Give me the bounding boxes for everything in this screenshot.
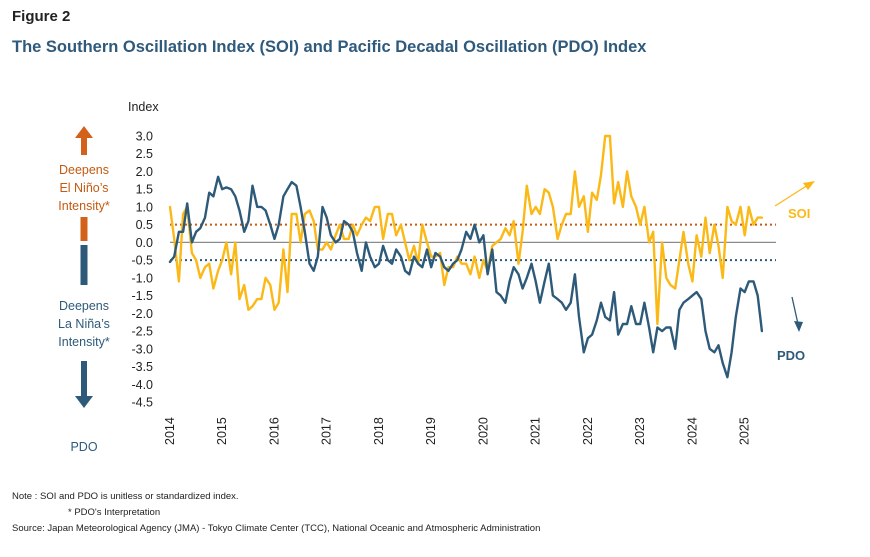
x-tick-label: 2017 <box>320 417 334 445</box>
y-tick-label: -3.0 <box>131 342 153 356</box>
el-nino-label-line2: El Niño’s <box>59 181 109 195</box>
note-line-1: Note : SOI and PDO is unitless or standa… <box>12 491 239 502</box>
soi-series-line <box>168 134 764 326</box>
la-nina-label-line1: Deepens <box>58 299 110 313</box>
chart-canvas: Index 3.0 2.5 2.0 1.5 1.0 0.5 0.0 -0.5 -1.0 -1.5 -… <box>75 100 815 445</box>
pdo-series-label: PDO <box>777 348 805 363</box>
el-nino-label: Deepens El Niño’s Intensity* <box>36 161 132 215</box>
x-tick-label: 2014 <box>163 417 177 445</box>
y-tick-label: 0.0 <box>136 236 153 250</box>
note-line-2: * PDO's Interpretation <box>68 507 161 518</box>
x-tick-label: 2023 <box>633 417 647 445</box>
x-tick-label: 2022 <box>581 417 595 445</box>
pdo-side-label: PDO <box>70 440 98 454</box>
y-tick-label: -4.5 <box>131 396 153 410</box>
la-nina-label-line2: La Niña’s <box>58 317 110 331</box>
y-tick-label: -3.5 <box>131 360 153 374</box>
y-tick-label: -4.0 <box>131 378 153 392</box>
pdo-annotation-arrow <box>791 296 799 325</box>
y-axis-ticks: 3.0 2.5 2.0 1.5 1.0 0.5 0.0 -0.5 -1.0 -1.5 -2.0 -2.… <box>131 130 153 410</box>
x-tick-label: 2025 <box>738 417 752 445</box>
y-tick-label: -2.5 <box>131 325 153 339</box>
y-tick-label: 1.5 <box>136 183 153 197</box>
x-tick-label: 2024 <box>685 417 699 445</box>
x-axis-ticks: 2014 2015 2016 2017 2018 2019 2020 2021 2022 2023… <box>163 417 752 445</box>
x-tick-label: 2016 <box>267 417 281 445</box>
figure-label: Figure 2 <box>12 8 71 25</box>
y-tick-label: 2.0 <box>136 165 153 179</box>
la-nina-label-line3: Intensity* <box>58 335 110 349</box>
la-nina-label: Deepens La Niña’s Intensity* <box>36 297 132 351</box>
x-tick-label: 2021 <box>529 417 543 445</box>
y-tick-label: 2.5 <box>136 147 153 161</box>
y-tick-label: 1.0 <box>136 200 153 214</box>
el-nino-label-line1: Deepens <box>58 163 110 177</box>
x-tick-label: 2018 <box>372 417 386 445</box>
soi-annotation-arrowhead <box>803 181 815 190</box>
soi-annotation-arrow <box>774 184 809 207</box>
soi-series-label: SOI <box>788 206 810 221</box>
y-tick-label: -2.0 <box>131 307 153 321</box>
y-tick-label: -0.5 <box>131 254 153 268</box>
el-nino-label-line3: Intensity* <box>58 199 110 213</box>
el-nino-arrow-icon <box>75 126 93 241</box>
y-tick-label: -1.5 <box>131 289 153 303</box>
x-tick-label: 2019 <box>424 417 438 445</box>
x-tick-label: 2015 <box>215 417 229 445</box>
x-tick-label: 2020 <box>476 417 490 445</box>
y-axis-label: Index <box>128 100 159 114</box>
la-nina-arrow-icon <box>75 245 93 408</box>
notes: Note : SOI and PDO is unitless or standa… <box>12 489 540 537</box>
pdo-annotation-arrowhead <box>794 321 803 332</box>
pdo-series-line <box>168 175 764 379</box>
chart-title: The Southern Oscillation Index (SOI) and… <box>12 38 647 56</box>
y-tick-label: 0.5 <box>136 218 153 232</box>
source-line: Source: Japan Meteorological Agency (JMA… <box>12 523 541 534</box>
y-tick-label: 3.0 <box>136 130 153 144</box>
series-lines <box>168 134 764 379</box>
y-tick-label: -1.0 <box>131 271 153 285</box>
